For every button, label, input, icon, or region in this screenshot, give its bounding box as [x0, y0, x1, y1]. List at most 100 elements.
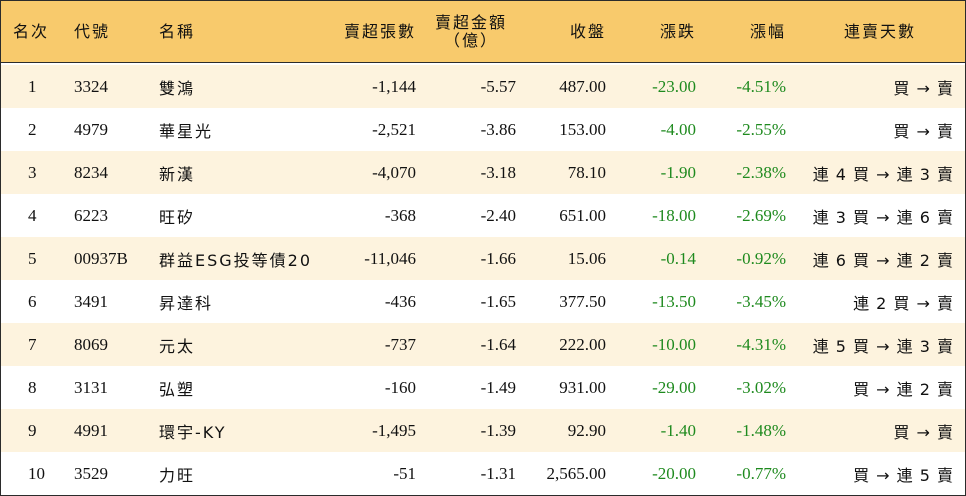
cell-name: 雙鴻 [159, 78, 196, 98]
table-row: 8 3131 弘塑 -160 -1.49 931.00 -29.00 -3.02% 買 → 連 … [1, 366, 965, 409]
cell-code: 3324 [74, 76, 108, 96]
cell-code: 8234 [74, 162, 108, 182]
table-row: 1 3324 雙鴻 -1,144 -5.57 487.00 -23.00 -4.51% 買 → … [1, 65, 965, 108]
cell-name: 環宇-KY [159, 422, 227, 442]
cell-net-sell-lots: -2,521 [372, 119, 416, 139]
table-row: 4 6223 旺矽 -368 -2.40 651.00 -18.00 -2.69% 連 3 買 … [1, 194, 965, 237]
cell-consecutive-days: 買 → 連 2 賣 [853, 379, 954, 399]
cell-code: 00937B [74, 248, 128, 268]
cell-rank: 9 [28, 420, 37, 440]
cell-change: -29.00 [652, 377, 696, 397]
cell-net-sell-amount: -1.66 [480, 248, 516, 268]
cell-net-sell-amount: -3.86 [480, 119, 516, 139]
cell-change: -13.50 [652, 291, 696, 311]
cell-code: 4991 [74, 420, 108, 440]
cell-rank: 8 [28, 377, 37, 397]
cell-consecutive-days: 買 → 連 5 賣 [853, 465, 954, 485]
cell-net-sell-lots: -737 [384, 334, 416, 354]
header-code: 代號 [74, 21, 111, 41]
cell-close: 651.00 [559, 205, 606, 225]
cell-close: 153.00 [559, 119, 606, 139]
cell-code: 3131 [74, 377, 108, 397]
cell-net-sell-lots: -11,046 [364, 248, 416, 268]
cell-consecutive-days: 連 6 買 → 連 2 賣 [812, 250, 954, 270]
cell-name: 華星光 [159, 121, 214, 141]
table-row: 7 8069 元太 -737 -1.64 222.00 -10.00 -4.31% 連 5 買 … [1, 323, 965, 366]
cell-net-sell-lots: -1,495 [372, 420, 416, 440]
cell-consecutive-days: 買 → 賣 [893, 78, 954, 98]
header-consecutive-days: 連賣天數 [843, 21, 916, 41]
header-net-sell-lots: 賣超張數 [343, 21, 416, 41]
cell-rank: 4 [28, 205, 37, 225]
cell-net-sell-amount: -2.40 [480, 205, 516, 225]
cell-net-sell-lots: -4,070 [372, 162, 416, 182]
table-row: 2 4979 華星光 -2,521 -3.86 153.00 -4.00 -2.55% 買 → … [1, 108, 965, 151]
header-name: 名稱 [159, 21, 196, 41]
header-net-sell-amount: 賣超金額 （億） [426, 1, 516, 62]
cell-consecutive-days: 買 → 賣 [893, 422, 954, 442]
cell-change-pct: -4.31% [736, 334, 786, 354]
header-close: 收盤 [569, 21, 606, 41]
cell-change: -10.00 [652, 334, 696, 354]
cell-net-sell-lots: -368 [384, 205, 416, 225]
cell-change-pct: -4.51% [736, 76, 786, 96]
table-row: 10 3529 力旺 -51 -1.31 2,565.00 -20.00 -0.77% 買 → … [1, 452, 965, 495]
cell-name: 元太 [159, 336, 196, 356]
cell-change-pct: -3.02% [736, 377, 786, 397]
cell-change: -4.00 [660, 119, 696, 139]
cell-net-sell-lots: -436 [384, 291, 416, 311]
cell-close: 931.00 [559, 377, 606, 397]
cell-change: -23.00 [652, 76, 696, 96]
cell-change-pct: -0.92% [736, 248, 786, 268]
table-row: 9 4991 環宇-KY -1,495 -1.39 92.90 -1.40 -1.48% 買 →… [1, 409, 965, 452]
cell-rank: 1 [28, 76, 37, 96]
cell-close: 222.00 [559, 334, 606, 354]
cell-close: 78.10 [567, 162, 606, 182]
cell-net-sell-lots: -160 [384, 377, 416, 397]
cell-close: 15.06 [567, 248, 606, 268]
cell-net-sell-amount: -1.31 [480, 463, 516, 483]
cell-close: 2,565.00 [546, 463, 607, 483]
table-header: 名次 代號 名稱 賣超張數 賣超金額 （億） 收盤 漲跌 漲幅 連賣天數 [1, 1, 965, 63]
cell-code: 3491 [74, 291, 108, 311]
cell-change-pct: -1.48% [736, 420, 786, 440]
cell-rank: 7 [28, 334, 37, 354]
cell-change-pct: -3.45% [736, 291, 786, 311]
cell-close: 92.90 [567, 420, 606, 440]
cell-rank: 2 [28, 119, 37, 139]
cell-change: -0.14 [660, 248, 696, 268]
cell-consecutive-days: 連 5 買 → 連 3 賣 [812, 336, 954, 356]
cell-name: 弘塑 [159, 379, 196, 399]
table-row: 3 8234 新漢 -4,070 -3.18 78.10 -1.90 -2.38% 連 4 買 … [1, 151, 965, 194]
cell-change-pct: -2.55% [736, 119, 786, 139]
cell-rank: 3 [28, 162, 37, 182]
cell-net-sell-amount: -1.65 [480, 291, 516, 311]
cell-change-pct: -0.77% [736, 463, 786, 483]
cell-name: 力旺 [159, 465, 196, 485]
cell-net-sell-lots: -1,144 [372, 76, 416, 96]
header-net-sell-amount-line2: （億） [443, 30, 498, 50]
cell-name: 旺矽 [159, 207, 196, 227]
cell-change: -18.00 [652, 205, 696, 225]
header-change: 漲跌 [659, 21, 696, 41]
cell-rank: 10 [28, 463, 45, 483]
cell-close: 487.00 [559, 76, 606, 96]
cell-code: 8069 [74, 334, 108, 354]
cell-net-sell-amount: -1.49 [480, 377, 516, 397]
cell-net-sell-amount: -3.18 [480, 162, 516, 182]
header-rank: 名次 [13, 21, 50, 41]
cell-consecutive-days: 連 2 買 → 賣 [853, 293, 954, 313]
cell-net-sell-amount: -1.64 [480, 334, 516, 354]
cell-net-sell-amount: -1.39 [480, 420, 516, 440]
cell-code: 4979 [74, 119, 108, 139]
cell-name: 昇達科 [159, 293, 214, 313]
table-row: 6 3491 昇達科 -436 -1.65 377.50 -13.50 -3.45% 連 2 買… [1, 280, 965, 323]
cell-name: 新漢 [159, 164, 196, 184]
header-net-sell-amount-line1: 賣超金額 [434, 12, 507, 32]
cell-consecutive-days: 買 → 賣 [893, 121, 954, 141]
cell-change-pct: -2.38% [736, 162, 786, 182]
table-row: 5 00937B 群益ESG投等債20 -11,046 -1.66 15.06 -0.14 -… [1, 237, 965, 280]
cell-code: 6223 [74, 205, 108, 225]
cell-rank: 6 [28, 291, 37, 311]
